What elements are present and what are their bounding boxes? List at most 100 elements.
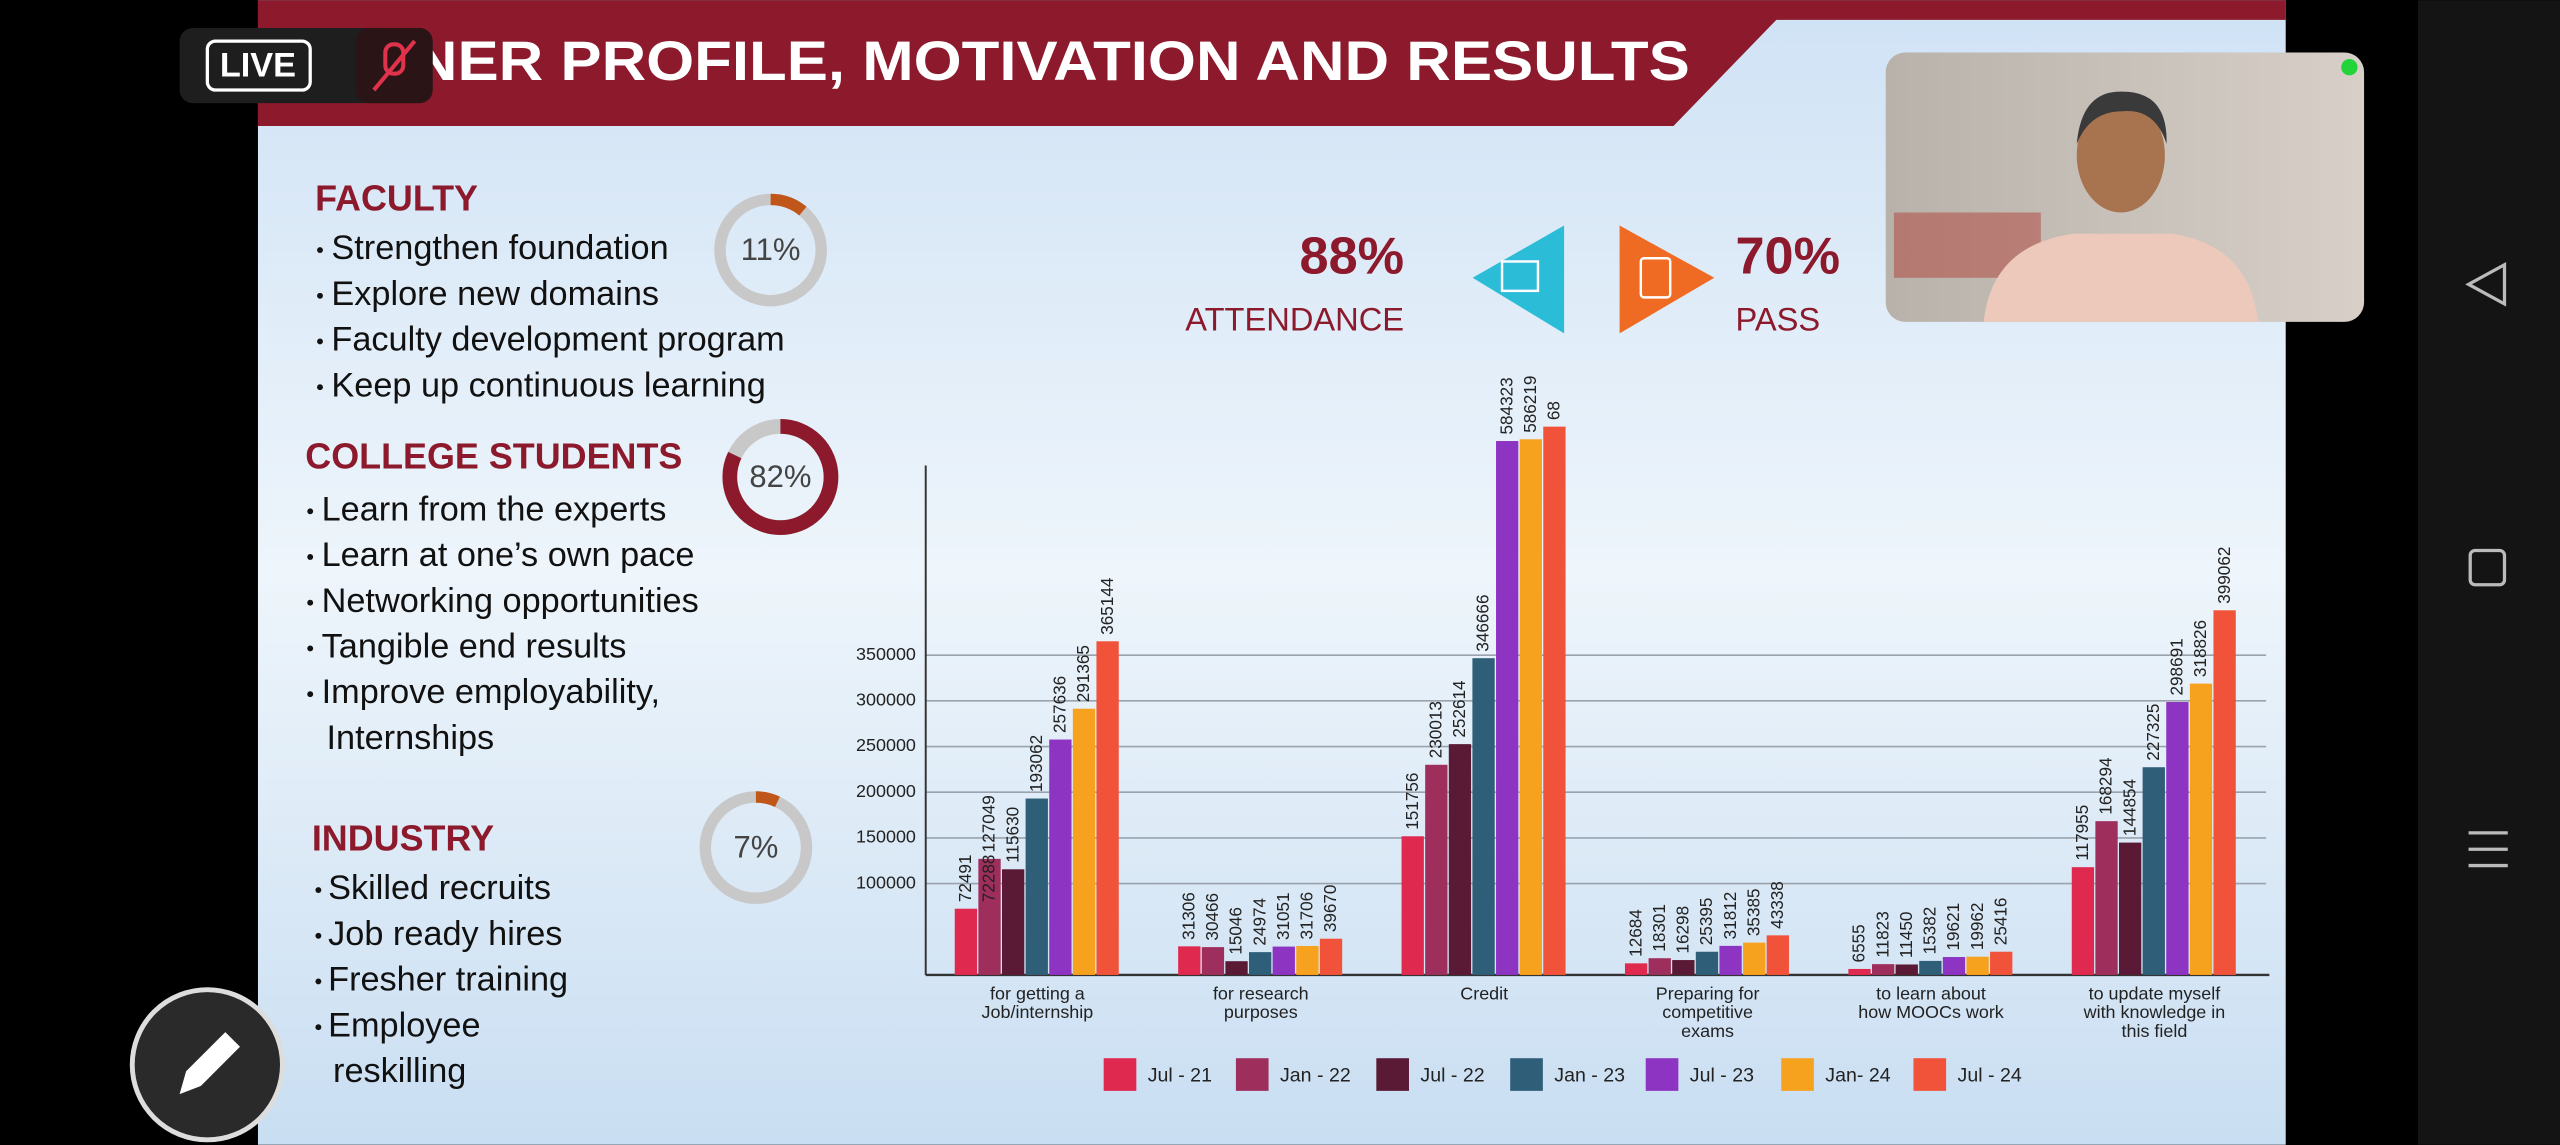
nav-bar (2417, 0, 2560, 1145)
bar (1225, 961, 1248, 975)
x-tick-label: competitive (1662, 1002, 1753, 1022)
bullet-text: Job ready hires (328, 915, 562, 953)
edit-button[interactable] (129, 987, 285, 1143)
bullet-text: Learn at one’s own pace (322, 536, 695, 574)
bullet (317, 338, 323, 345)
legend-label: Jul - 21 (1148, 1064, 1212, 1086)
bullet (315, 887, 322, 893)
bullet (315, 932, 322, 939)
value-label: 31306 (1178, 892, 1198, 940)
x-tick-label: for research (1213, 983, 1309, 1003)
back-button[interactable] (2465, 261, 2507, 307)
home-button[interactable] (2468, 548, 2507, 587)
pass-icon (1619, 225, 1715, 334)
value-label: 257636 (1050, 676, 1070, 733)
bar (1272, 946, 1295, 975)
value-label: 298691 (2167, 638, 2187, 695)
bar (954, 908, 978, 975)
legend-swatch (1645, 1058, 1679, 1091)
value-label: 25416 (1990, 898, 2010, 946)
bar (1319, 938, 1343, 975)
y-tick-label: 250000 (856, 735, 916, 755)
bullet-text: Faculty development program (331, 321, 784, 359)
mic-slash (372, 39, 417, 92)
bar (2189, 683, 2213, 975)
value-label: 365144 (1097, 577, 1117, 635)
value-label: 25395 (1696, 898, 1716, 946)
donut-label: 7% (734, 829, 779, 864)
face (2076, 98, 2165, 213)
value-label: 19962 (1967, 903, 1987, 951)
bullet-text: Improve employability, (322, 673, 660, 711)
bar (1543, 426, 1566, 975)
donut-arc (714, 193, 827, 307)
bullet-text: Tangible end results (322, 627, 627, 665)
y-tick-label: 200000 (856, 781, 916, 801)
bar (1049, 739, 1072, 975)
pencil-icon (179, 1032, 240, 1095)
bar (1990, 951, 2013, 975)
bullet (307, 508, 314, 515)
x-tick-label: Credit (1460, 983, 1508, 1003)
webcam (1885, 52, 2365, 322)
bullet-text: Learn from the experts (322, 490, 667, 528)
legend-swatch (1376, 1058, 1409, 1091)
value-label: 115630 (1002, 807, 1022, 863)
legend-label: Jul - 24 (1958, 1064, 2022, 1086)
value-label: 117955 (2072, 805, 2092, 861)
value-label: 227325 (2143, 704, 2163, 761)
value-label: 15382 (1920, 907, 1940, 955)
value-label: 318826 (2190, 620, 2210, 677)
section-heading: COLLEGE STUDENTS (305, 436, 682, 477)
value-label: 31051 (1273, 892, 1293, 940)
value-label: 252614 (1449, 680, 1469, 738)
live-text: LIVE (220, 46, 296, 84)
mic-icon[interactable] (383, 42, 406, 76)
orange-triangle (1619, 225, 1715, 334)
bullet-text: Skilled recruits (328, 869, 551, 907)
bar (1672, 960, 1695, 975)
bullet-text: Fresher training (328, 961, 568, 999)
bar (1743, 942, 1766, 975)
stat-label: PASS (1736, 301, 1821, 338)
bullet-text: Strengthen foundation (331, 229, 668, 267)
x-tick-label: Job/internship (982, 1002, 1094, 1022)
section-heading: FACULTY (315, 178, 478, 219)
value-label: 399062 (2214, 547, 2234, 604)
annotation: 72288 (979, 855, 999, 903)
legend-swatch (1510, 1058, 1543, 1091)
x-tick-label: exams (1681, 1021, 1734, 1041)
menu-button[interactable] (2468, 831, 2508, 868)
legend-label: Jan - 22 (1280, 1064, 1351, 1086)
bar (1942, 957, 1966, 975)
donut-label: 11% (741, 232, 801, 267)
legend-swatch (1781, 1058, 1814, 1091)
bar (1425, 764, 1448, 975)
donut-arc (722, 419, 839, 535)
value-label: 18301 (1649, 904, 1669, 952)
y-tick-label: 150000 (856, 827, 916, 847)
bar (2213, 610, 2236, 975)
bar (1025, 798, 1048, 975)
chart-glyph (1500, 260, 1540, 293)
value-label: 15046 (1226, 907, 1246, 955)
live-badge: LIVE (179, 28, 433, 104)
value-label: 31706 (1297, 892, 1317, 940)
bar (1249, 952, 1272, 975)
bar (1178, 946, 1201, 975)
bullet-text: Keep up continuous learning (331, 366, 765, 404)
y-tick-label: 350000 (856, 644, 916, 664)
attendance-icon (1472, 225, 1565, 334)
bar (2095, 821, 2118, 975)
stat-label: ATTENDANCE (1185, 301, 1404, 338)
live-box (205, 39, 312, 92)
bar (1472, 658, 1495, 975)
hair (2076, 91, 2167, 144)
x-tick-label: for getting a (990, 983, 1085, 1003)
bar (2071, 867, 2095, 975)
y-tick-label: 100000 (856, 872, 916, 892)
value-label: 6555 (1849, 924, 1869, 962)
value-label: 43338 (1767, 881, 1787, 929)
legend-label: Jul - 22 (1420, 1064, 1484, 1086)
